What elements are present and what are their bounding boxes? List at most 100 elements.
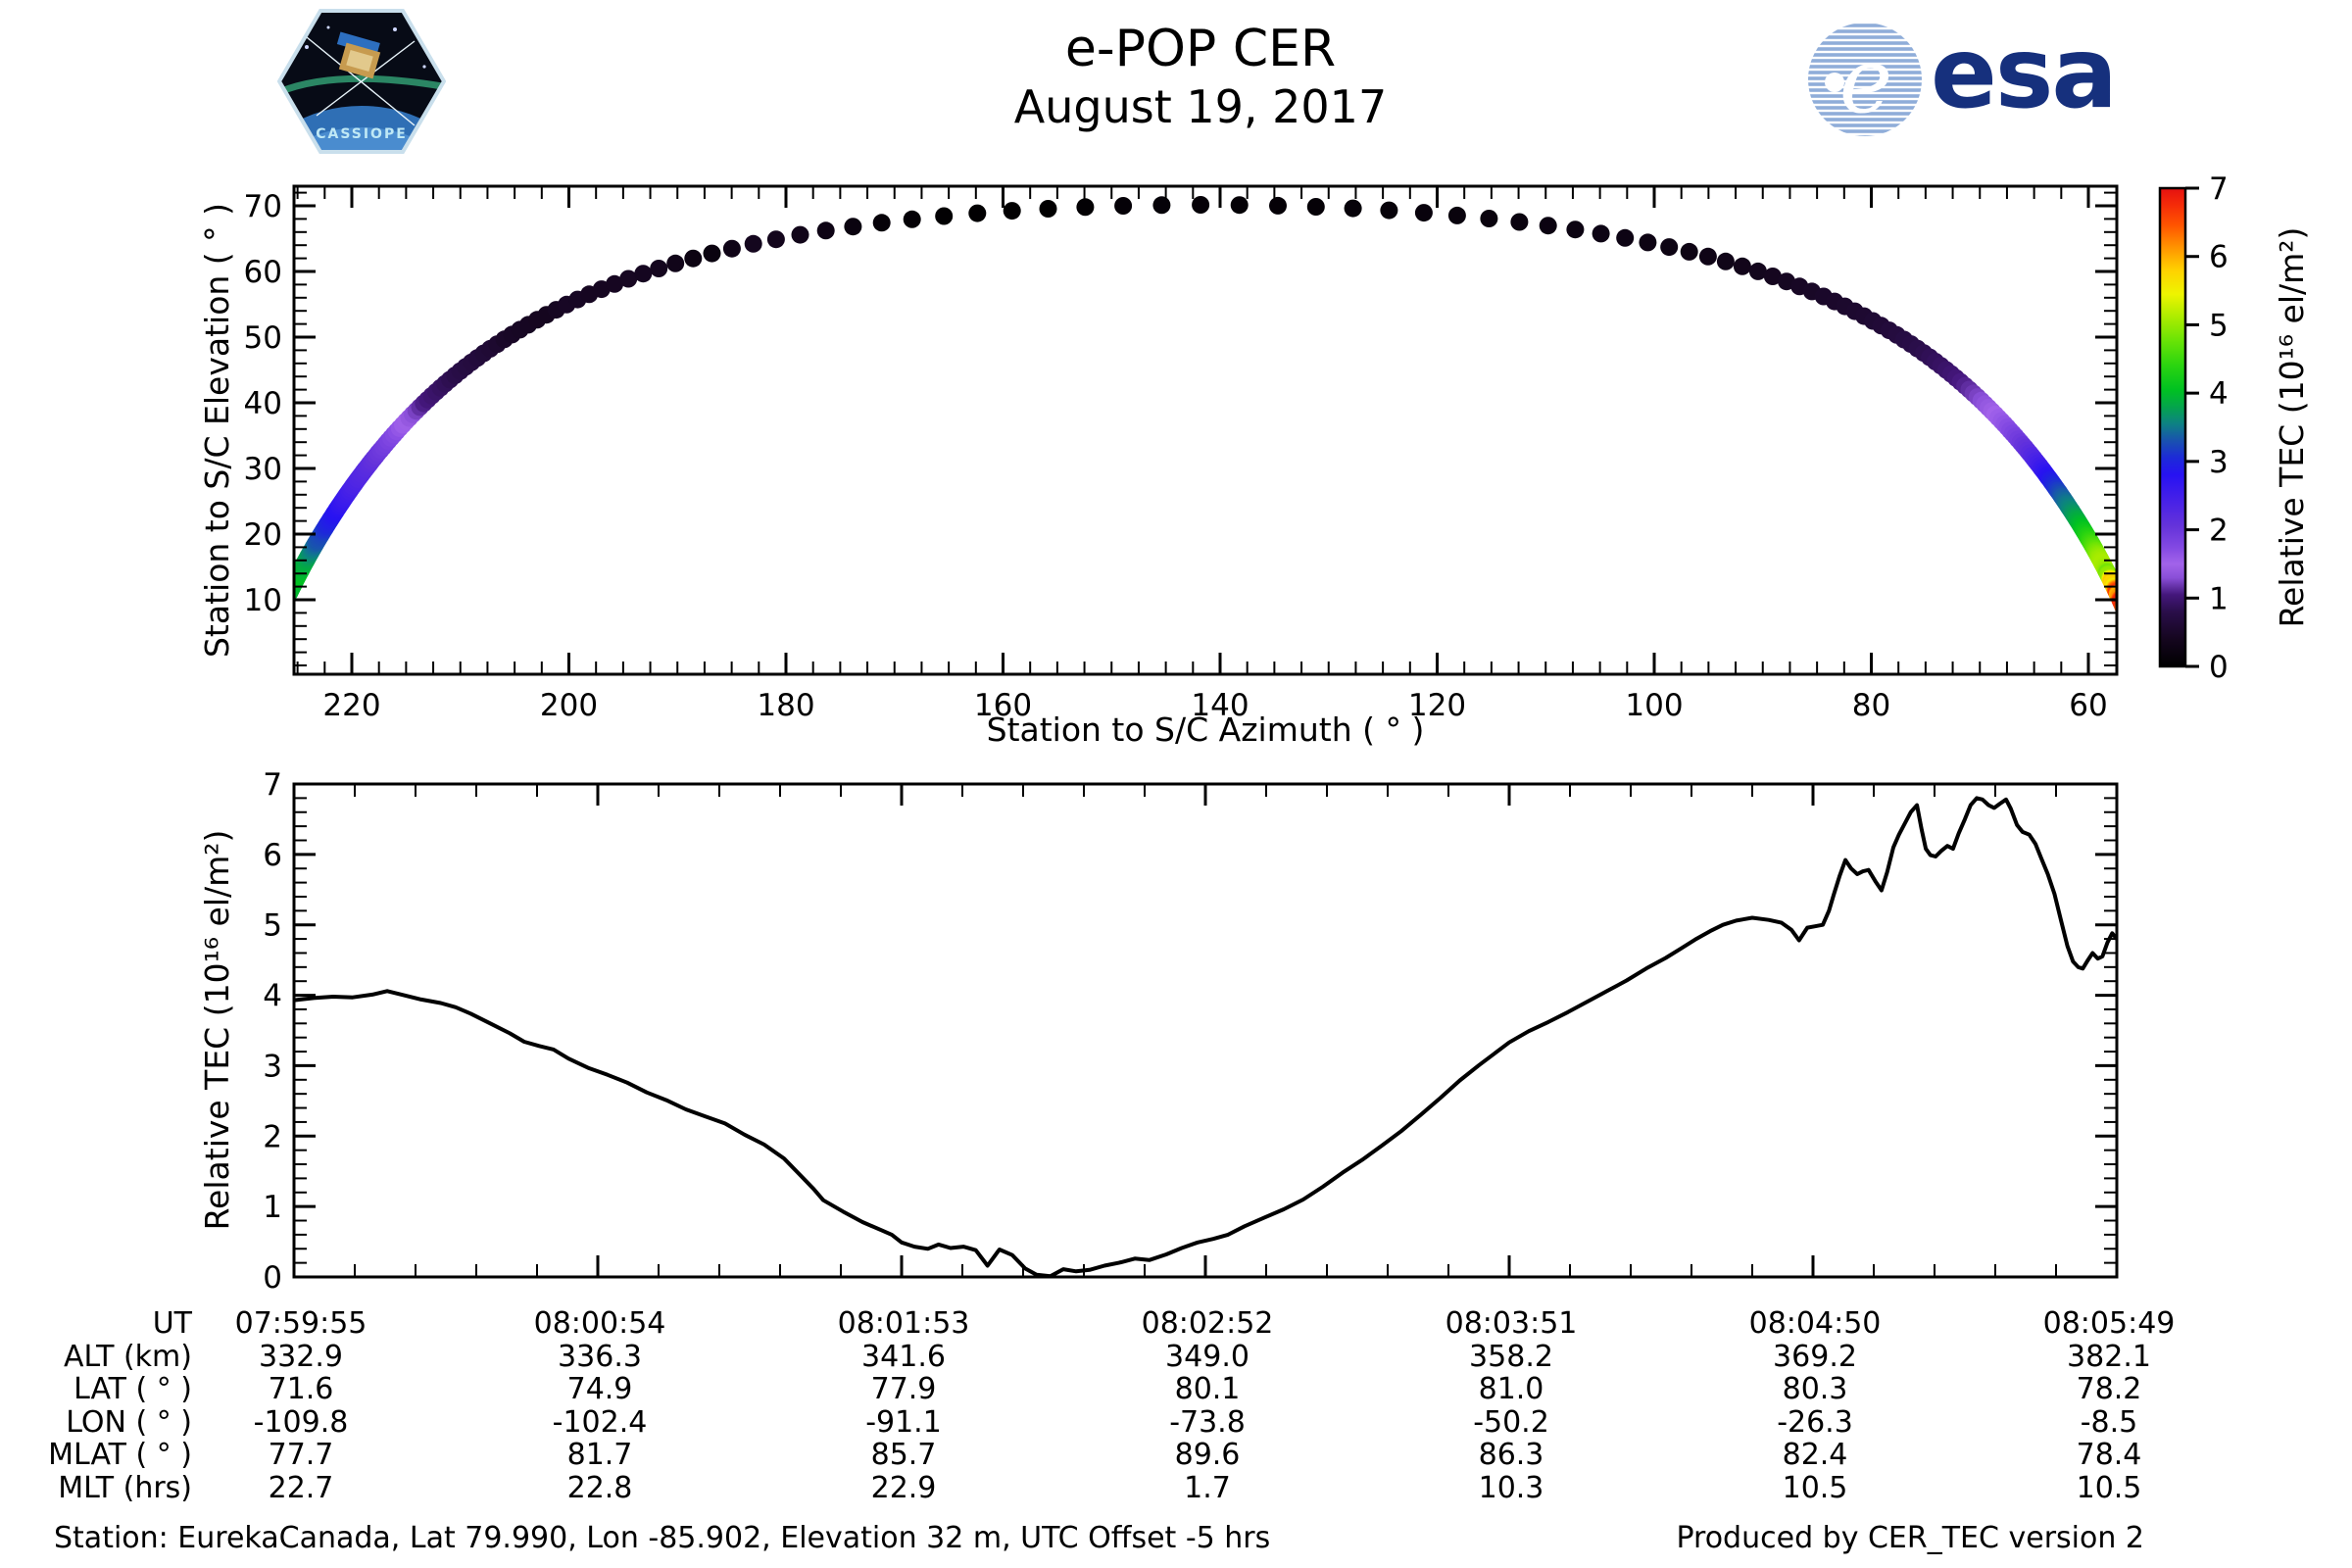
top-xaxis-title: Station to S/C Azimuth ( ° ) [987,710,1425,749]
elevation-tick-label: 60 [244,255,282,290]
arc-dot [1616,228,1635,247]
arc-dot [1230,196,1249,215]
bottom-tec-plot: 0 1 2 3 4 5 6 7 Relative TEC (10¹⁶ el/m²) [198,767,2119,1296]
table-cell: 08:03:51 [1445,1306,1578,1341]
table-cell: -8.5 [2080,1404,2138,1440]
arc-dot [1114,197,1133,215]
elevation-tick-label: 40 [244,386,282,421]
aurora-arc [279,74,443,96]
table-cell: 77.9 [870,1372,937,1406]
arc-dot [1763,268,1782,285]
arc-dot [684,249,703,268]
elevation-tick-label: 50 [244,320,282,356]
azimuth-tick-label: 140 [1191,688,1249,723]
colorbar-tick-label: 4 [2209,376,2229,412]
tec-tick-label: 1 [263,1190,282,1225]
sky-track-dots [294,196,2136,626]
table-cell: 22.9 [870,1470,937,1505]
azimuth-tick-label: 160 [974,688,1032,723]
tec-tick-label: 0 [263,1260,282,1296]
colorbar-frame [2158,186,2187,668]
table-cell: 349.0 [1165,1339,1250,1374]
arc-dot [1039,200,1057,218]
arc-dot [903,210,921,228]
azimuth-tick-label: 60 [2069,688,2107,723]
colorbar-tick-label: 5 [2209,308,2229,343]
arc-dot [766,230,785,249]
arc-dot [1344,199,1362,218]
arc-dot [2118,607,2135,624]
table-cell: 336.3 [558,1339,642,1374]
arc-dot [703,244,721,263]
arc-dot [1698,247,1717,266]
table-cell: 382.1 [2067,1339,2151,1374]
elevation-tick-label: 10 [244,583,282,618]
arc-dot [1566,220,1585,239]
cassiope-patch-icon: CASSIOPE [276,9,447,154]
arc-dot [1510,213,1529,231]
colorbar-tick-label: 7 [2209,172,2229,207]
arc-dot [844,218,862,236]
arc-dot [968,204,987,222]
arc-dot [872,214,891,232]
arc-dot [816,221,835,240]
arc-dot [2119,608,2136,625]
table-cell: 08:02:52 [1141,1306,1274,1341]
arc-dot [2118,605,2135,622]
table-cell: 78.4 [2076,1438,2142,1472]
top-yaxis-title: Station to S/C Elevation ( ° ) [198,203,236,658]
arc-dot [1380,201,1398,220]
table-cell: 74.9 [566,1372,633,1406]
esa-logo: e esa [1805,16,2118,139]
azimuth-tick-label: 180 [757,688,814,723]
bottom-plot-frame [292,782,2119,1279]
arc-dot [606,274,624,293]
arc-dot [744,234,762,253]
table-cell: 81.7 [566,1438,633,1472]
table-cell: 341.6 [861,1339,946,1374]
arc-dot [1192,196,1210,214]
azimuth-tick-label: 100 [1625,688,1683,723]
table-cell: 80.3 [1782,1372,1848,1406]
tec-tick-label: 5 [263,908,282,944]
colorbar-tick-label: 6 [2209,240,2229,275]
colorbar: 0 1 2 3 4 5 6 7 Relative TEC (10¹⁶ el/m²) [2158,172,2311,685]
table-cell: 89.6 [1174,1438,1241,1472]
table-cell: -50.2 [1473,1404,1549,1440]
arc-dot [1748,262,1767,280]
page-title: e-POP CER [1064,20,1337,78]
arc-dot [1076,198,1095,217]
table-cell: 332.9 [259,1339,343,1374]
table-cell: 08:00:54 [533,1306,666,1341]
arc-dot [1269,196,1287,215]
table-cell: 80.1 [1174,1372,1241,1406]
elevation-tick-label: 20 [244,517,282,553]
arc-dot [1680,242,1698,261]
esa-globe-icon: e [1808,23,1922,136]
tec-tick-label: 6 [263,838,282,873]
cassiope-patch-label: CASSIOPE [316,126,408,142]
bottom-plot-axes: 0 1 2 3 4 5 6 7 Relative TEC (10¹⁶ el/m²) [198,767,2119,1296]
arc-dot [619,270,638,288]
colorbar-tick-label: 1 [2209,581,2229,616]
arc-dot [2118,606,2135,623]
arc-dot [1414,204,1433,222]
table-row-label: LAT ( ° ) [74,1372,192,1406]
arc-dot [2119,609,2136,626]
arc-dot [935,207,954,225]
tec-tick-label: 3 [263,1049,282,1084]
arc-dot [2116,606,2117,614]
table-cell: 10.5 [2076,1470,2142,1505]
satellite-boom [316,40,416,117]
colorbar-tick-label: 2 [2209,514,2229,549]
cassiope-mission-patch: CASSIOPE [276,8,447,155]
arc-dot [650,260,668,277]
table-cell: -26.3 [1777,1404,1853,1440]
azimuth-tick-label: 200 [540,688,598,723]
colorbar-gradient-bar [2160,188,2185,666]
arc-dot [1592,224,1610,243]
table-row-label: MLAT ( ° ) [48,1438,192,1472]
tec-curve [294,796,2117,1277]
